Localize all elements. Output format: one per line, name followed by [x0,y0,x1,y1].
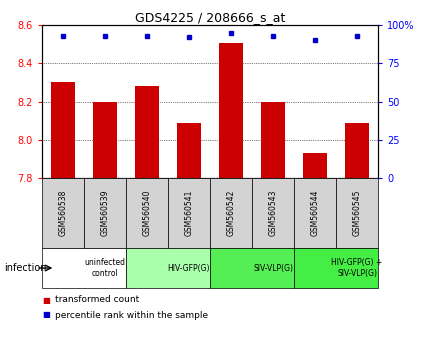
Text: GSM560544: GSM560544 [311,190,320,236]
Bar [210,178,252,248]
Text: infection: infection [4,263,47,273]
Bar [303,153,326,178]
Text: GSM560545: GSM560545 [352,190,362,236]
Bar [252,178,294,248]
Text: GSM560540: GSM560540 [142,190,151,236]
Bar [294,248,378,288]
Bar [42,178,84,248]
Text: uninfected
control: uninfected control [85,258,125,278]
Text: HIV-GFP(G): HIV-GFP(G) [168,263,210,273]
Text: ■: ■ [42,310,50,320]
Bar [136,86,159,178]
Bar [178,122,201,178]
Text: GSM560542: GSM560542 [227,190,235,236]
Text: HIV-GFP(G) +
SIV-VLP(G): HIV-GFP(G) + SIV-VLP(G) [332,258,382,278]
Text: GSM560543: GSM560543 [269,190,278,236]
Bar [210,248,294,288]
Text: ■: ■ [42,296,50,304]
Text: transformed count: transformed count [55,296,139,304]
Bar [42,248,126,288]
Text: SIV-VLP(G): SIV-VLP(G) [253,263,293,273]
Bar [346,122,368,178]
Title: GDS4225 / 208666_s_at: GDS4225 / 208666_s_at [135,11,285,24]
Bar [51,82,74,178]
Bar [261,102,285,178]
Bar [219,43,243,178]
Text: GSM560538: GSM560538 [59,190,68,236]
Bar [84,178,126,248]
Bar [336,178,378,248]
Text: percentile rank within the sample: percentile rank within the sample [55,310,208,320]
Bar [126,178,168,248]
Bar [94,102,116,178]
Text: GSM560539: GSM560539 [100,190,110,236]
Bar [294,178,336,248]
Text: GSM560541: GSM560541 [184,190,193,236]
Bar [168,178,210,248]
Bar [126,248,210,288]
